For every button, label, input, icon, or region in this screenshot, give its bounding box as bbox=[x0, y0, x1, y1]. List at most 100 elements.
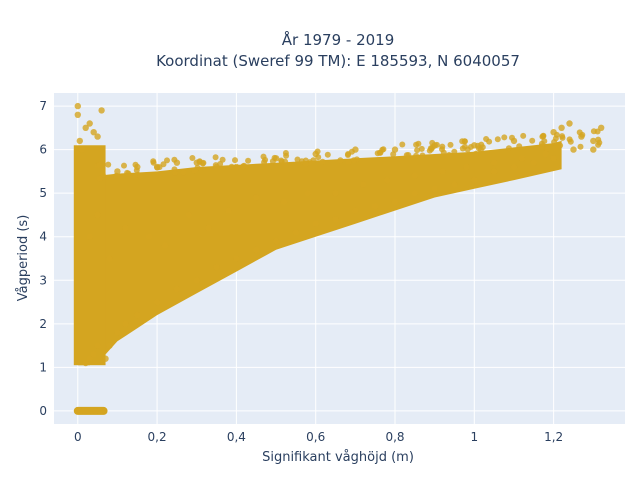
data-point bbox=[324, 151, 331, 158]
data-point bbox=[539, 133, 546, 140]
dense-point-band bbox=[73, 145, 106, 366]
scatter-points bbox=[73, 102, 605, 415]
data-point bbox=[372, 203, 379, 210]
data-point bbox=[280, 198, 288, 206]
data-point bbox=[447, 141, 454, 148]
data-point bbox=[518, 155, 526, 162]
data-point bbox=[213, 264, 220, 271]
data-point bbox=[90, 351, 97, 358]
data-point bbox=[383, 176, 391, 184]
data-point bbox=[344, 152, 351, 158]
y-tick-label: 2 bbox=[39, 317, 47, 331]
data-point bbox=[193, 277, 200, 284]
data-point bbox=[595, 136, 602, 143]
data-point bbox=[429, 144, 436, 151]
data-point bbox=[134, 311, 141, 319]
data-point bbox=[241, 162, 248, 169]
y-axis-ticks: 0 1 2 3 4 5 6 7 bbox=[39, 99, 47, 418]
data-point bbox=[570, 146, 577, 153]
x-tick-label: 0,2 bbox=[148, 430, 167, 444]
x-tick-label: 0,4 bbox=[227, 430, 246, 444]
data-point bbox=[233, 255, 240, 262]
data-point bbox=[122, 224, 129, 232]
data-point bbox=[529, 137, 536, 144]
data-point bbox=[418, 145, 425, 152]
x-tick-label: 0,8 bbox=[385, 430, 404, 444]
data-point bbox=[98, 107, 105, 114]
data-point bbox=[590, 128, 597, 135]
data-point bbox=[82, 124, 89, 131]
data-point bbox=[146, 233, 153, 240]
y-tick-label: 7 bbox=[39, 99, 47, 113]
chart-title-line2: Koordinat (Sweref 99 TM): E 185593, N 60… bbox=[156, 52, 520, 70]
x-tick-label: 1,2 bbox=[544, 430, 563, 444]
data-point bbox=[542, 150, 549, 158]
data-point bbox=[459, 145, 466, 152]
data-point bbox=[490, 159, 498, 166]
x-tick-label: 0,6 bbox=[306, 430, 325, 444]
data-point bbox=[212, 154, 219, 161]
y-tick-label: 0 bbox=[39, 404, 47, 418]
data-point bbox=[510, 163, 518, 171]
data-point bbox=[552, 135, 559, 142]
data-point bbox=[509, 134, 515, 141]
data-point bbox=[314, 148, 321, 155]
data-point bbox=[315, 154, 322, 161]
grid-lines bbox=[54, 93, 625, 424]
data-point bbox=[96, 407, 103, 415]
data-point bbox=[132, 161, 139, 168]
data-point bbox=[217, 161, 224, 167]
data-point bbox=[419, 152, 426, 159]
data-point bbox=[463, 163, 470, 171]
data-point bbox=[558, 124, 565, 131]
data-point bbox=[106, 342, 113, 349]
data-point bbox=[332, 190, 339, 197]
data-point bbox=[125, 170, 132, 177]
data-point bbox=[374, 150, 381, 157]
data-point bbox=[464, 146, 471, 153]
data-point bbox=[150, 158, 157, 165]
data-point bbox=[185, 211, 192, 219]
data-point bbox=[304, 190, 311, 197]
data-point bbox=[105, 161, 112, 168]
x-axis-ticks: 0 0,2 0,4 0,6 0,8 1 1,2 bbox=[74, 430, 563, 444]
data-point bbox=[567, 138, 574, 145]
y-axis-title: Vågperiod (s) bbox=[16, 215, 31, 302]
data-point bbox=[164, 157, 170, 164]
data-point bbox=[429, 139, 436, 146]
data-point bbox=[200, 159, 207, 166]
data-point bbox=[292, 229, 300, 236]
data-point bbox=[86, 233, 93, 240]
data-point bbox=[559, 134, 566, 141]
data-point bbox=[96, 175, 103, 182]
data-point bbox=[471, 176, 478, 184]
data-point bbox=[451, 181, 458, 188]
data-point bbox=[595, 141, 602, 148]
data-point bbox=[106, 255, 113, 262]
data-point bbox=[439, 168, 446, 175]
data-point bbox=[516, 143, 523, 150]
dense-point-cloud bbox=[77, 140, 562, 366]
data-point bbox=[544, 145, 551, 152]
y-tick-label: 3 bbox=[39, 273, 47, 287]
data-point bbox=[552, 145, 559, 151]
data-point bbox=[557, 142, 564, 149]
data-point bbox=[390, 151, 397, 158]
data-point bbox=[411, 190, 418, 197]
data-point bbox=[180, 169, 187, 176]
data-point bbox=[440, 149, 447, 156]
data-point bbox=[472, 150, 479, 157]
data-point bbox=[414, 147, 421, 154]
data-point bbox=[380, 146, 387, 153]
data-point bbox=[137, 173, 144, 180]
data-point bbox=[541, 138, 548, 145]
data-point bbox=[191, 167, 198, 174]
data-point bbox=[189, 155, 196, 161]
data-point bbox=[173, 285, 181, 293]
data-point bbox=[153, 298, 161, 306]
data-point bbox=[411, 172, 418, 179]
data-point bbox=[352, 207, 359, 214]
data-point bbox=[114, 329, 121, 336]
y-tick-label: 4 bbox=[39, 230, 47, 244]
